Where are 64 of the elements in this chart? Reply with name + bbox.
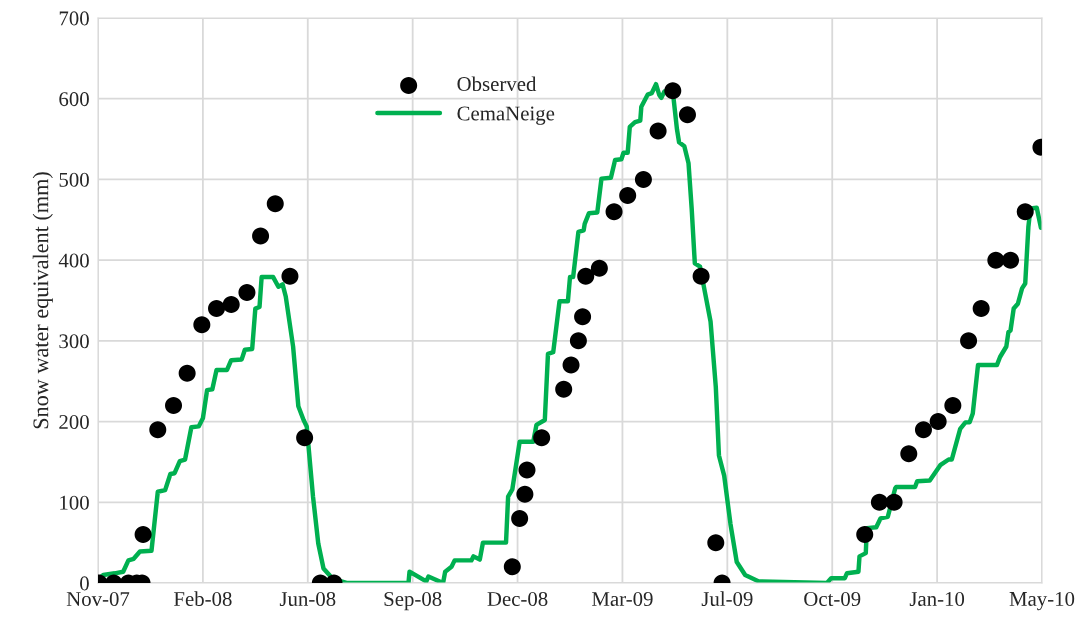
point — [296, 429, 314, 447]
x-tick-label: Sep-08 — [384, 591, 442, 611]
point — [511, 509, 529, 527]
point — [929, 413, 947, 431]
y-tick-label: 600 — [59, 92, 89, 107]
point — [577, 267, 595, 285]
point — [266, 195, 284, 213]
point — [885, 493, 903, 511]
point — [619, 187, 637, 205]
point — [252, 227, 270, 245]
point — [664, 82, 682, 100]
point — [516, 485, 534, 503]
y-tick-label: 500 — [59, 172, 89, 187]
point — [562, 356, 580, 374]
x-tick-label: Oct-09 — [804, 591, 861, 606]
x-tick-label: Nov-07 — [66, 591, 130, 606]
point — [914, 421, 932, 439]
point — [1016, 203, 1034, 221]
point — [678, 106, 696, 124]
y-axis-title: Snow water equivalent (mm) — [32, 172, 53, 429]
y-tick-label: 200 — [59, 414, 89, 429]
point — [569, 332, 587, 350]
y-tick-label: 700 — [59, 11, 89, 26]
point — [972, 300, 990, 318]
point — [533, 429, 551, 447]
point — [193, 316, 211, 334]
point — [856, 526, 874, 544]
point — [1002, 251, 1020, 269]
point — [900, 445, 918, 463]
point — [649, 122, 667, 140]
point — [605, 203, 623, 221]
point — [574, 308, 592, 326]
x-tick-label: Feb-08 — [173, 591, 232, 606]
x-tick-label: Jun-08 — [279, 591, 336, 606]
point — [518, 461, 536, 479]
point — [208, 300, 226, 318]
point — [707, 534, 725, 552]
legend-label: CemaNeige — [457, 106, 555, 125]
point — [165, 396, 183, 414]
point — [870, 493, 888, 511]
point — [944, 396, 962, 414]
point — [281, 267, 299, 285]
point — [222, 296, 240, 314]
x-tick-label: Dec-08 — [487, 591, 548, 606]
point — [555, 380, 573, 398]
point — [134, 526, 152, 544]
y-tick-label: 0 — [80, 576, 89, 591]
point — [692, 267, 710, 285]
x-tick-label: Jan-10 — [909, 591, 965, 606]
point — [503, 558, 521, 576]
point — [149, 421, 167, 439]
x-tick-label: May-10 — [1009, 591, 1075, 611]
y-tick-label: 400 — [58, 253, 89, 268]
legend-label: Observed — [457, 76, 537, 92]
x-tick-label: Mar-09 — [592, 591, 653, 606]
point — [634, 170, 652, 188]
point — [987, 251, 1005, 269]
point — [960, 332, 978, 350]
point — [178, 364, 196, 382]
x-tick-label: Jul-09 — [701, 591, 753, 606]
point — [238, 283, 256, 301]
point — [590, 259, 608, 277]
y-tick-label: 100 — [60, 495, 89, 510]
y-tick-label: 300 — [59, 334, 89, 349]
